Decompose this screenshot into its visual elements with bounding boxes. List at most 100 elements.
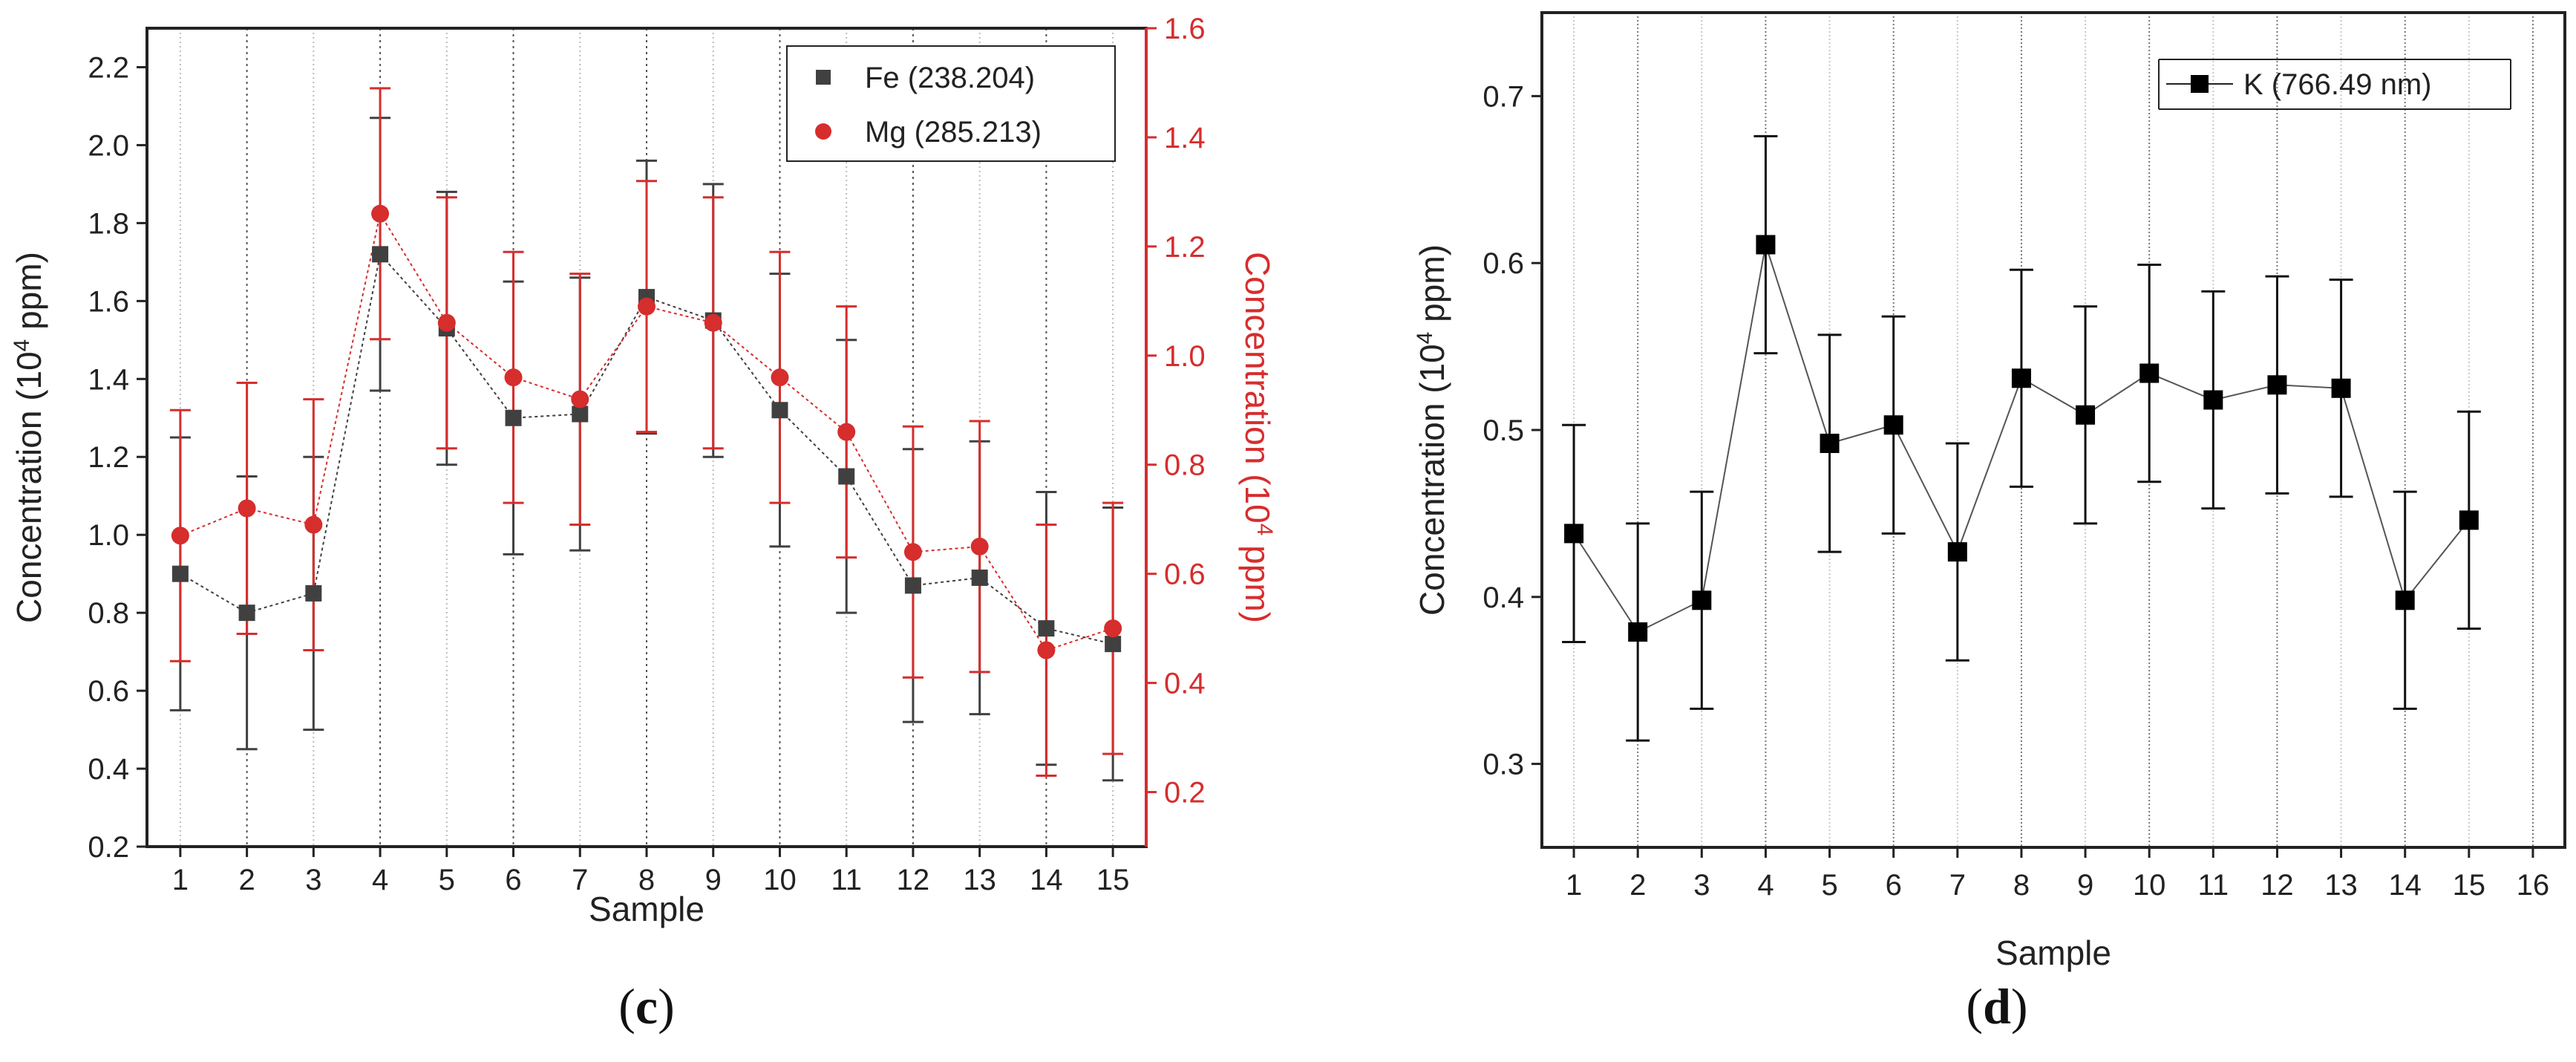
c-y-left-tick-label-0.6: 0.6	[88, 675, 129, 708]
c-y-left-tick-label-1.0: 1.0	[88, 519, 129, 552]
c-panel-label: (c)	[618, 978, 675, 1035]
c-axes: 1 2 3 4 5 6 7 8 9 10 11 12 13 14 150.20.40.60.81.01.21…	[88, 13, 1205, 896]
d-gridlines	[1573, 13, 2534, 847]
c-x-tick-label-14: 14	[1030, 864, 1063, 896]
c-legend-mg-marker	[815, 123, 831, 140]
c-fe-point-6	[505, 409, 522, 426]
c-y-left-tick-label-1.4: 1.4	[88, 363, 129, 396]
d-series-layer	[1562, 134, 2481, 742]
c-fe-point-15	[1105, 636, 1122, 653]
c-legend-mg-label: Mg (285.213)	[865, 116, 1042, 149]
c-y-right-tick-label-1.6: 1.6	[1164, 13, 1206, 45]
c-x-tick-label-9: 9	[705, 864, 722, 896]
d-k-point-2	[1628, 622, 1648, 642]
d-x-tick-label-10: 10	[2133, 869, 2166, 902]
c-y-right-tick-label-0.8: 0.8	[1164, 449, 1206, 482]
c-x-tick-label-11: 11	[831, 864, 862, 896]
c-y-right-tick-label-1.4: 1.4	[1164, 122, 1206, 154]
d-x-tick-label-6: 6	[1886, 869, 1902, 902]
c-legend-fe-label: Fe (238.204)	[865, 62, 1035, 94]
c-x-tick-label-5: 5	[439, 864, 455, 896]
c-x-tick-label-12: 12	[897, 864, 930, 896]
d-x-axis-title: Sample	[1995, 934, 2111, 972]
c-x-tick-label-7: 7	[572, 864, 588, 896]
c-x-tick-label-15: 15	[1096, 864, 1130, 896]
d-k-point-7	[1947, 542, 1967, 562]
d-plot-frame	[1540, 11, 2566, 849]
c-mg-point-3	[304, 515, 323, 534]
d-k-point-4	[1756, 235, 1776, 255]
c-y-left-tick-label-1.6: 1.6	[88, 285, 129, 318]
d-k-point-3	[1692, 590, 1712, 610]
c-mg-point-6	[504, 368, 523, 387]
d-x-tick-label-3: 3	[1693, 869, 1710, 902]
c-y-right-tick-label-0.6: 0.6	[1164, 558, 1206, 591]
c-mg-point-9	[704, 313, 722, 332]
d-k-point-1	[1564, 524, 1584, 544]
c-y-left-tick-label-1.2: 1.2	[88, 441, 129, 474]
d-legend-marker	[2191, 75, 2209, 93]
c-x-tick-label-10: 10	[763, 864, 797, 896]
c-y-right-tick-label-0.2: 0.2	[1164, 777, 1206, 809]
panel-c: 1 2 3 4 5 6 7 8 9 10 11 12 13 14 150.20.40.60.81.01.21…	[10, 13, 1278, 1035]
c-legend: Fe (238.204) Mg (285.213)	[786, 45, 1116, 162]
c-fe-point-13	[971, 569, 988, 586]
c-fe-point-11	[838, 468, 855, 485]
c-mg-point-13	[970, 537, 989, 556]
d-x-tick-label-4: 4	[1757, 869, 1774, 902]
d-y-axis-title: Concentration (104 ppm)	[1413, 244, 1452, 616]
c-x-tick-label-4: 4	[372, 864, 388, 896]
d-k-point-11	[2203, 390, 2223, 410]
c-y-left-tick-label-0.8: 0.8	[88, 597, 129, 630]
d-y-tick-label-0.7: 0.7	[1482, 80, 1524, 113]
d-k-point-12	[2267, 375, 2287, 395]
c-mg-point-8	[638, 297, 656, 316]
c-x-tick-label-13: 13	[963, 864, 996, 896]
d-x-tick-label-2: 2	[1629, 869, 1646, 902]
c-legend-box	[786, 45, 1116, 162]
c-x-tick-label-1: 1	[172, 864, 189, 896]
d-y-tick-label-0.4: 0.4	[1482, 582, 1524, 614]
d-x-tick-label-12: 12	[2260, 869, 2294, 902]
d-k-point-8	[2011, 368, 2031, 388]
c-y-left-tick-label-1.8: 1.8	[88, 207, 129, 240]
c-legend-fe-marker	[816, 70, 831, 85]
d-x-tick-label-16: 16	[2517, 869, 2550, 902]
d-y-tick-label-0.5: 0.5	[1482, 414, 1524, 447]
c-x-axis-title: Sample	[589, 890, 705, 928]
c-fe-point-2	[238, 605, 255, 622]
c-fe-point-12	[904, 577, 921, 594]
c-x-tick-label-8: 8	[638, 864, 655, 896]
c-mg-point-11	[837, 423, 856, 441]
c-fe-point-3	[305, 584, 322, 602]
c-mg-point-12	[903, 543, 922, 561]
c-y-right-tick-label-1.0: 1.0	[1164, 340, 1206, 373]
d-y-tick-label-0.6: 0.6	[1482, 247, 1524, 280]
d-axes: 1 2 3 4 5 6 7 8 9 10 11 12 13 14 15 160.30.40.50.60.7	[1482, 80, 2549, 902]
d-x-tick-label-1: 1	[1566, 869, 1582, 902]
d-k-point-10	[2139, 363, 2160, 383]
c-x-tick-label-6: 6	[505, 864, 521, 896]
c-y-left-tick-label-2.0: 2.0	[88, 129, 129, 162]
d-legend: K (766.49 nm)	[2158, 59, 2511, 110]
d-k-point-5	[1820, 433, 1840, 453]
c-mg-point-1	[171, 527, 189, 545]
c-fe-point-10	[771, 402, 788, 419]
c-y-right-tick-label-0.4: 0.4	[1164, 668, 1206, 700]
d-x-tick-label-15: 15	[2453, 869, 2486, 902]
c-fe-point-14	[1038, 620, 1055, 637]
c-y-axis-title-left: Concentration (104 ppm)	[10, 252, 49, 623]
c-mg-point-10	[771, 368, 789, 387]
panel-d: 1 2 3 4 5 6 7 8 9 10 11 12 13 14 15 160.30.40.50.60.7 K…	[1413, 11, 2566, 1035]
c-mg-point-14	[1037, 641, 1056, 659]
c-mg-point-5	[437, 313, 456, 332]
c-x-tick-label-2: 2	[238, 864, 255, 896]
d-x-tick-label-8: 8	[2013, 869, 2030, 902]
d-panel-label: (d)	[1966, 978, 2027, 1035]
c-mg-point-7	[571, 390, 589, 408]
c-series-layer	[169, 87, 1124, 782]
d-x-tick-label-5: 5	[1821, 869, 1837, 902]
c-y-left-tick-label-0.4: 0.4	[88, 753, 129, 786]
d-y-tick-label-0.3: 0.3	[1482, 749, 1524, 781]
